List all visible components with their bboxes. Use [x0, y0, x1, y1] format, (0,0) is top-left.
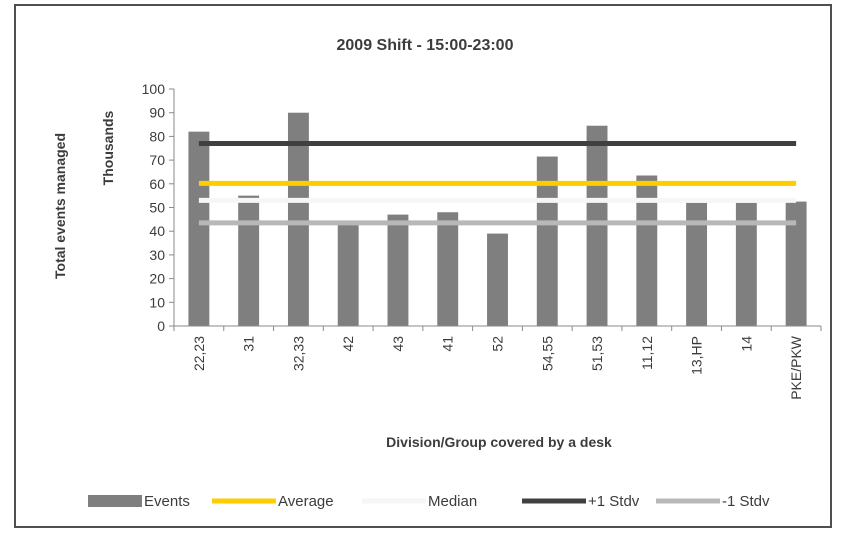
- x-tick-label: 31: [241, 336, 257, 352]
- legend-label-median: Median: [428, 493, 477, 510]
- y-tick-label: 50: [149, 200, 165, 216]
- y-tick-label: 70: [149, 152, 165, 168]
- bar-14: [735, 202, 757, 326]
- y-tick-label: 30: [149, 247, 165, 263]
- x-tick-label: 11,12: [639, 336, 655, 370]
- x-ticks: 22,23 31 32,33 42 43 41 52 54,55 51,53 11,12 13,HP…: [173, 326, 822, 400]
- bar-13,HP: [686, 202, 708, 326]
- x-tick-label: 32,33: [290, 336, 306, 371]
- legend: Events Average Median +1 Stdv -1 Stdv: [88, 493, 770, 510]
- x-tick-label: 22,23: [191, 336, 207, 371]
- y-axis-label: Total events managed: [52, 133, 68, 279]
- bar-42: [337, 224, 359, 326]
- y-tick-label: 0: [157, 318, 165, 334]
- x-tick-label: PKE/PKW: [788, 335, 804, 400]
- x-tick-label: 41: [440, 336, 456, 352]
- bar-22,23: [188, 131, 210, 326]
- bar-31: [238, 195, 260, 326]
- legend-swatch-events: [88, 495, 142, 507]
- legend-label--1-stdv: +1 Stdv: [588, 493, 640, 510]
- y-tick-label: 80: [149, 128, 165, 144]
- legend-label-events: Events: [144, 493, 190, 510]
- y-tick-label: 60: [149, 176, 165, 192]
- y-tick-label: 20: [149, 271, 165, 287]
- chart-frame: 2009 Shift - 15:00-23:00 0 10 20 30 40 50 60 70…: [14, 4, 832, 528]
- x-tick-label: 54,55: [539, 336, 555, 371]
- x-tick-label: 14: [738, 336, 754, 352]
- bar-32,33: [287, 112, 309, 326]
- bar-41: [437, 212, 459, 326]
- y-ticks: 0 10 20 30 40 50 60 70 80 90 100: [142, 81, 174, 334]
- x-tick-label: 52: [490, 336, 506, 352]
- y-tick-label: 40: [149, 223, 165, 239]
- bar-PKE/PKW: [785, 201, 807, 326]
- x-tick-label: 43: [390, 336, 406, 352]
- x-tick-label: 42: [340, 336, 356, 352]
- y-axis-unit: Thousands: [100, 110, 116, 185]
- x-tick-label: 13,HP: [689, 336, 705, 375]
- bar-11,12: [636, 175, 658, 326]
- x-tick-label: 51,53: [589, 336, 605, 371]
- y-tick-label: 10: [149, 294, 165, 310]
- legend-label--1-stdv: -1 Stdv: [722, 493, 770, 510]
- y-tick-label: 90: [149, 105, 165, 121]
- x-axis-label: Division/Group covered by a desk: [386, 434, 612, 450]
- legend-label-average: Average: [278, 493, 334, 510]
- chart-title: 2009 Shift - 15:00-23:00: [337, 37, 514, 54]
- chart-canvas: 2009 Shift - 15:00-23:00 0 10 20 30 40 50 60 70…: [52, 37, 822, 510]
- bar-52: [487, 233, 508, 326]
- bar-43: [387, 214, 409, 326]
- reference-lines-layer: [198, 141, 797, 226]
- y-tick-label: 100: [142, 81, 166, 97]
- bar-51,53: [586, 125, 608, 326]
